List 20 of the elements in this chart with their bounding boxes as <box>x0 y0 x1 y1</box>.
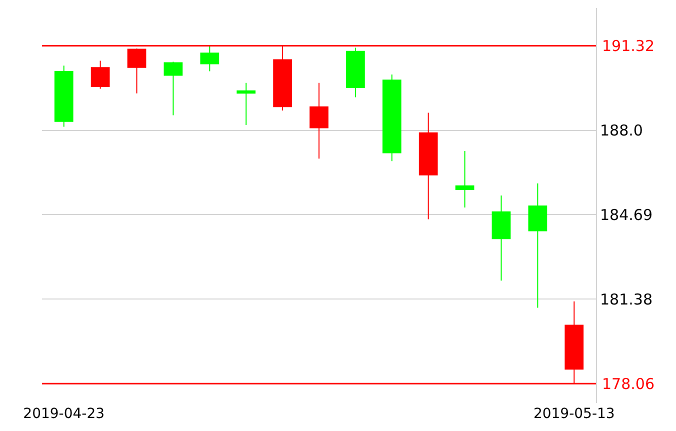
candlestick <box>382 74 402 162</box>
y-tick-label: 181.38 <box>600 290 652 308</box>
candlestick <box>346 47 365 98</box>
candlestick <box>455 150 474 208</box>
candlestick <box>200 46 220 72</box>
ref-line-label: 191.32 <box>602 37 654 55</box>
candlestick <box>90 60 110 90</box>
ref-line-label: 178.06 <box>602 375 654 393</box>
x-tick-label: 2019-05-13 <box>533 406 615 422</box>
y-tick-label: 188.0 <box>600 122 643 140</box>
candlestick <box>54 65 74 128</box>
candlestick <box>236 82 256 126</box>
candlestick <box>127 48 146 94</box>
x-tick-label: 2019-04-23 <box>23 406 105 422</box>
candlestick <box>528 182 548 308</box>
candlestick <box>310 82 328 160</box>
candlestick <box>492 195 511 282</box>
candlestick <box>164 61 183 116</box>
candlestick <box>418 112 438 220</box>
y-tick-label: 184.69 <box>600 206 652 224</box>
